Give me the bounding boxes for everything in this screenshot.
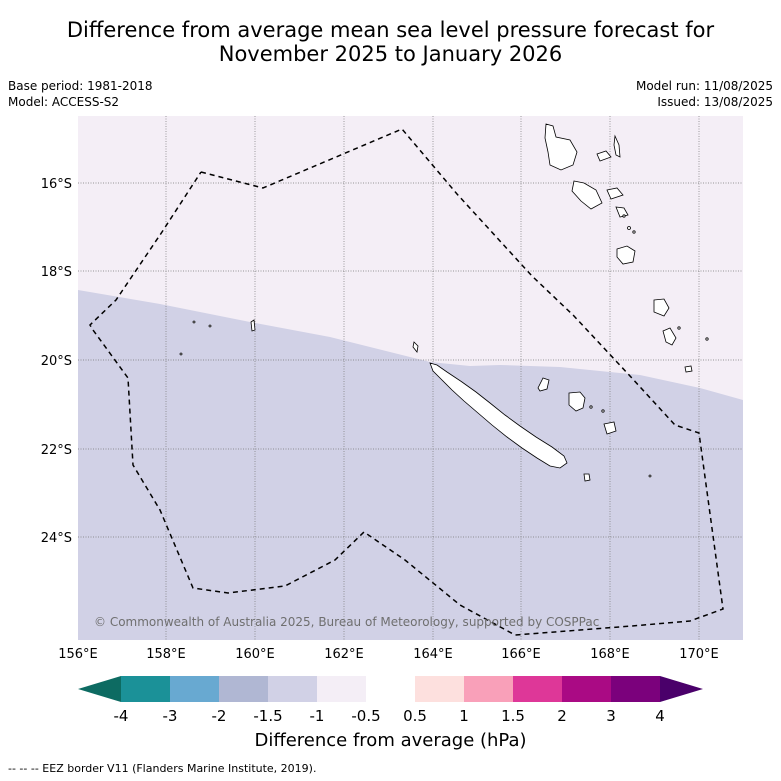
colorbar-tick-label: -1.5 [253, 707, 282, 725]
ambae [596, 150, 612, 162]
colorbar-labels: -4 -3 -2 -1.5 -1 -0.5 0.5 1 1.5 2 3 4 [114, 707, 665, 725]
longitude-tick-label: 170°E [679, 647, 719, 662]
ambrym [606, 187, 624, 200]
colorbar-cell [170, 676, 219, 702]
colorbar-tick-label: 0.5 [403, 707, 427, 725]
copyright-text: © Commonwealth of Australia 2025, Bureau… [94, 615, 599, 629]
espiritu-santo [544, 123, 578, 171]
small-island [208, 324, 212, 328]
colorbar-cell [317, 676, 366, 702]
colorbar: -4 -3 -2 -1.5 -1 -0.5 0.5 1 1.5 2 3 4 [78, 676, 703, 725]
epi [615, 206, 629, 218]
latitude-tick-label: 16°S [41, 177, 72, 192]
pentecost [613, 134, 621, 158]
small-island [705, 337, 709, 341]
colorbar-cell [219, 676, 268, 702]
title-line-2: November 2025 to January 2026 [218, 42, 563, 66]
colorbar-right-extension [660, 676, 703, 702]
small-island [179, 352, 183, 356]
model-run: Model run: 11/08/2025 [635, 79, 773, 93]
latitude-ticks: 16°S 18°S 20°S 22°S 24°S [41, 177, 72, 546]
colorbar-cell [268, 676, 317, 702]
longitude-ticks: 156°E 158°E 160°E 162°E 164°E 166°E 168°E 170°E [58, 647, 719, 662]
new-caledonia-grande-terre [429, 362, 568, 469]
colorbar-cell [366, 676, 415, 702]
small-island [648, 474, 652, 478]
longitude-tick-label: 160°E [235, 647, 275, 662]
small-island [632, 230, 636, 234]
belep-islands [412, 341, 419, 353]
chart-title: Difference from average mean sea level p… [0, 18, 781, 66]
small-island [677, 326, 681, 330]
colorbar-cells [121, 676, 660, 702]
ouvea [537, 377, 550, 392]
base-period: Base period: 1981-2018 [8, 79, 153, 93]
colorbar-cell [415, 676, 464, 702]
small-island [589, 405, 593, 409]
model-name: Model: ACCESS-S2 [8, 95, 120, 109]
title-line-1: Difference from average mean sea level p… [66, 18, 715, 42]
colorbar-cell [611, 676, 660, 702]
longitude-tick-label: 162°E [324, 647, 364, 662]
chesterfield-island [250, 319, 256, 332]
tanna [662, 327, 677, 346]
colorbar-tick-label: 4 [655, 707, 665, 725]
efate [616, 245, 636, 265]
lower-anomaly-region [78, 290, 743, 640]
land-outlines [179, 123, 709, 482]
colorbar-tick-label: -0.5 [351, 707, 380, 725]
small-island [622, 214, 626, 218]
latitude-tick-label: 22°S [41, 443, 72, 458]
colorbar-cell [464, 676, 513, 702]
colorbar-cell [121, 676, 170, 702]
malekula [571, 180, 603, 210]
graticule [78, 116, 743, 640]
lifou [568, 391, 586, 412]
issued-date: Issued: 13/08/2025 [657, 95, 773, 109]
mare [603, 421, 617, 435]
longitude-tick-label: 156°E [58, 647, 98, 662]
small-island [627, 226, 631, 230]
longitude-tick-label: 168°E [590, 647, 630, 662]
aneityum [684, 365, 693, 373]
map-area: © Commonwealth of Australia 2025, Bureau… [78, 116, 743, 640]
eez-legend: -- -- -- EEZ border V11 (Flanders Marine… [8, 762, 317, 775]
meta-left: Base period: 1981-2018 Model: ACCESS-S2 [8, 78, 153, 110]
longitude-tick-label: 164°E [413, 647, 453, 662]
meta-right: Model run: 11/08/2025 Issued: 13/08/2025 [636, 78, 773, 110]
colorbar-tick-label: -2 [212, 707, 227, 725]
colorbar-tick-label: -3 [163, 707, 178, 725]
latitude-tick-label: 24°S [41, 531, 72, 546]
erromango [653, 298, 670, 317]
colorbar-tick-label: 1.5 [501, 707, 525, 725]
small-island [601, 409, 605, 413]
colorbar-tick-label: 3 [606, 707, 616, 725]
eez-border [89, 128, 724, 636]
small-island [192, 320, 196, 324]
colorbar-tick-label: -1 [310, 707, 325, 725]
latitude-tick-label: 20°S [41, 354, 72, 369]
colorbar-tick-label: 1 [459, 707, 469, 725]
colorbar-tick-label: 2 [557, 707, 567, 725]
longitude-tick-label: 166°E [501, 647, 541, 662]
colorbar-cell [562, 676, 611, 702]
longitude-tick-label: 158°E [146, 647, 186, 662]
colorbar-title: Difference from average (hPa) [254, 730, 527, 751]
colorbar-left-extension [78, 676, 121, 702]
colorbar-cell [513, 676, 562, 702]
isle-of-pines [583, 473, 591, 482]
latitude-tick-label: 18°S [41, 265, 72, 280]
colorbar-tick-label: -4 [114, 707, 129, 725]
